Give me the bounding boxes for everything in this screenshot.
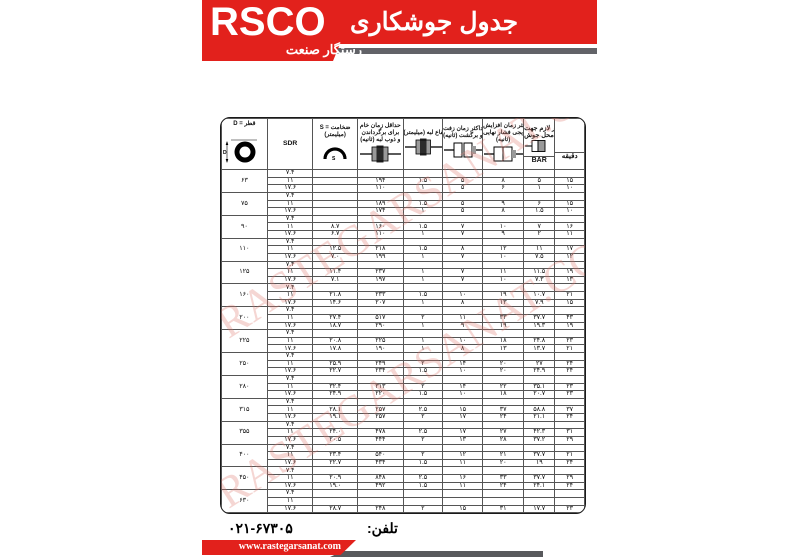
svg-text:S: S [332,156,336,161]
svg-text:D: D [223,150,227,156]
